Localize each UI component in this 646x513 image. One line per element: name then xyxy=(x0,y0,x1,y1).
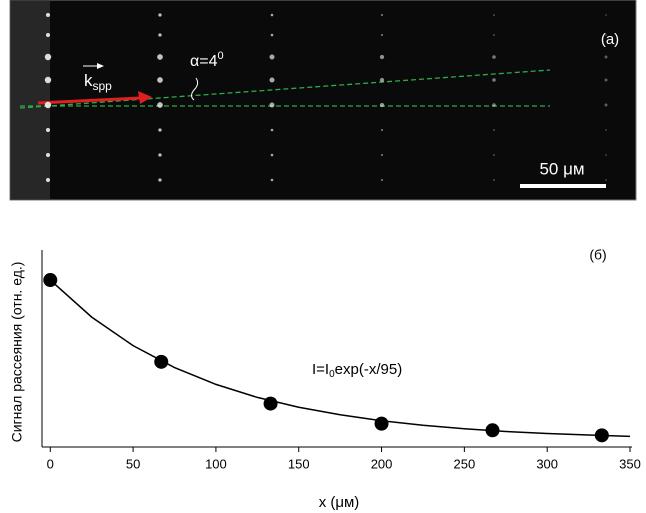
x-axis-label: x (μм) xyxy=(319,494,360,511)
x-tick-label: 150 xyxy=(288,456,310,471)
image-dot xyxy=(381,14,383,16)
image-dot xyxy=(46,13,50,17)
image-dot xyxy=(604,103,608,107)
image-dot xyxy=(381,34,383,36)
image-dot xyxy=(157,77,163,83)
image-dot xyxy=(379,102,385,108)
arrow-head xyxy=(138,91,152,104)
image-dot xyxy=(493,34,495,36)
x-tick-label: 250 xyxy=(454,456,476,471)
image-dot xyxy=(604,55,608,59)
image-dot xyxy=(270,153,274,157)
data-point xyxy=(154,354,169,369)
image-dot xyxy=(46,33,50,37)
image-dot xyxy=(44,53,52,61)
image-dot xyxy=(269,102,275,108)
image-dot xyxy=(158,33,162,37)
image-dot xyxy=(158,13,162,17)
angle-sup: 0 xyxy=(218,50,224,62)
image-dot xyxy=(269,54,275,60)
data-point xyxy=(263,396,278,411)
image-dot xyxy=(605,34,607,36)
x-tick-label: 200 xyxy=(371,456,393,471)
angle-label: α=40 xyxy=(190,50,224,70)
image-dot xyxy=(492,103,496,107)
image-dot xyxy=(269,77,275,83)
image-dot xyxy=(381,154,383,156)
formula-b: exp(-x/95) xyxy=(335,361,403,378)
image-dot xyxy=(605,129,607,131)
fit-curve xyxy=(49,279,631,438)
panel-label: (б) xyxy=(589,247,606,263)
image-glow xyxy=(10,0,50,200)
image-dot xyxy=(493,129,495,131)
x-tick-label: 300 xyxy=(536,456,558,471)
y-axis-label: Сигнал рассеяния (отн. ед.) xyxy=(9,262,25,443)
image-dot xyxy=(379,77,385,83)
image-dot xyxy=(381,129,383,131)
image-dot xyxy=(493,14,495,16)
image-dot xyxy=(46,178,50,182)
image-dot xyxy=(44,76,52,84)
image-dot xyxy=(158,128,162,132)
image-dot xyxy=(270,13,274,17)
x-tick-label: 100 xyxy=(205,456,227,471)
image-dot xyxy=(605,14,607,16)
image-dot xyxy=(379,54,385,60)
data-point xyxy=(374,416,389,431)
image-dot xyxy=(158,153,162,157)
image-dot xyxy=(46,128,50,132)
vector-arrow-head xyxy=(97,63,104,69)
image-dot xyxy=(381,179,383,181)
image-dot xyxy=(605,154,607,156)
image-dot xyxy=(604,78,608,82)
image-dot xyxy=(270,178,274,182)
angle: α=4 xyxy=(190,53,218,70)
arrow xyxy=(37,96,141,105)
k-sub: spp xyxy=(93,79,113,93)
panel-label: (a) xyxy=(601,31,619,48)
image-dot xyxy=(157,54,163,60)
image-dot xyxy=(492,55,496,59)
x-tick-label: 0 xyxy=(47,456,54,471)
image-dot xyxy=(270,33,274,37)
guide-line xyxy=(19,69,551,109)
image-dot xyxy=(493,179,495,181)
image-dot xyxy=(493,154,495,156)
formula-a: I=I xyxy=(312,361,329,378)
x-tick-label: 50 xyxy=(126,456,140,471)
image-dot xyxy=(605,179,607,181)
image-panel: kspp α=40 (a) 50 μм xyxy=(9,0,637,201)
fit-formula: I=I0exp(-x/95) xyxy=(312,361,402,380)
angle-mark xyxy=(191,77,199,101)
x-tick-label: 350 xyxy=(619,456,641,471)
formula-sub: 0 xyxy=(329,369,335,380)
data-point xyxy=(594,428,609,443)
k: k xyxy=(84,71,93,90)
image-dot xyxy=(46,153,50,157)
scale-bar-label: 50 μм xyxy=(539,159,584,178)
image-dot xyxy=(157,102,163,108)
data-point xyxy=(485,423,500,438)
image-dot xyxy=(44,101,52,109)
image-dot xyxy=(492,78,496,82)
data-point xyxy=(43,273,58,288)
k-label: kspp xyxy=(84,71,112,93)
image-dot xyxy=(158,178,162,182)
image-dot xyxy=(270,128,274,132)
scale-bar xyxy=(520,184,606,188)
